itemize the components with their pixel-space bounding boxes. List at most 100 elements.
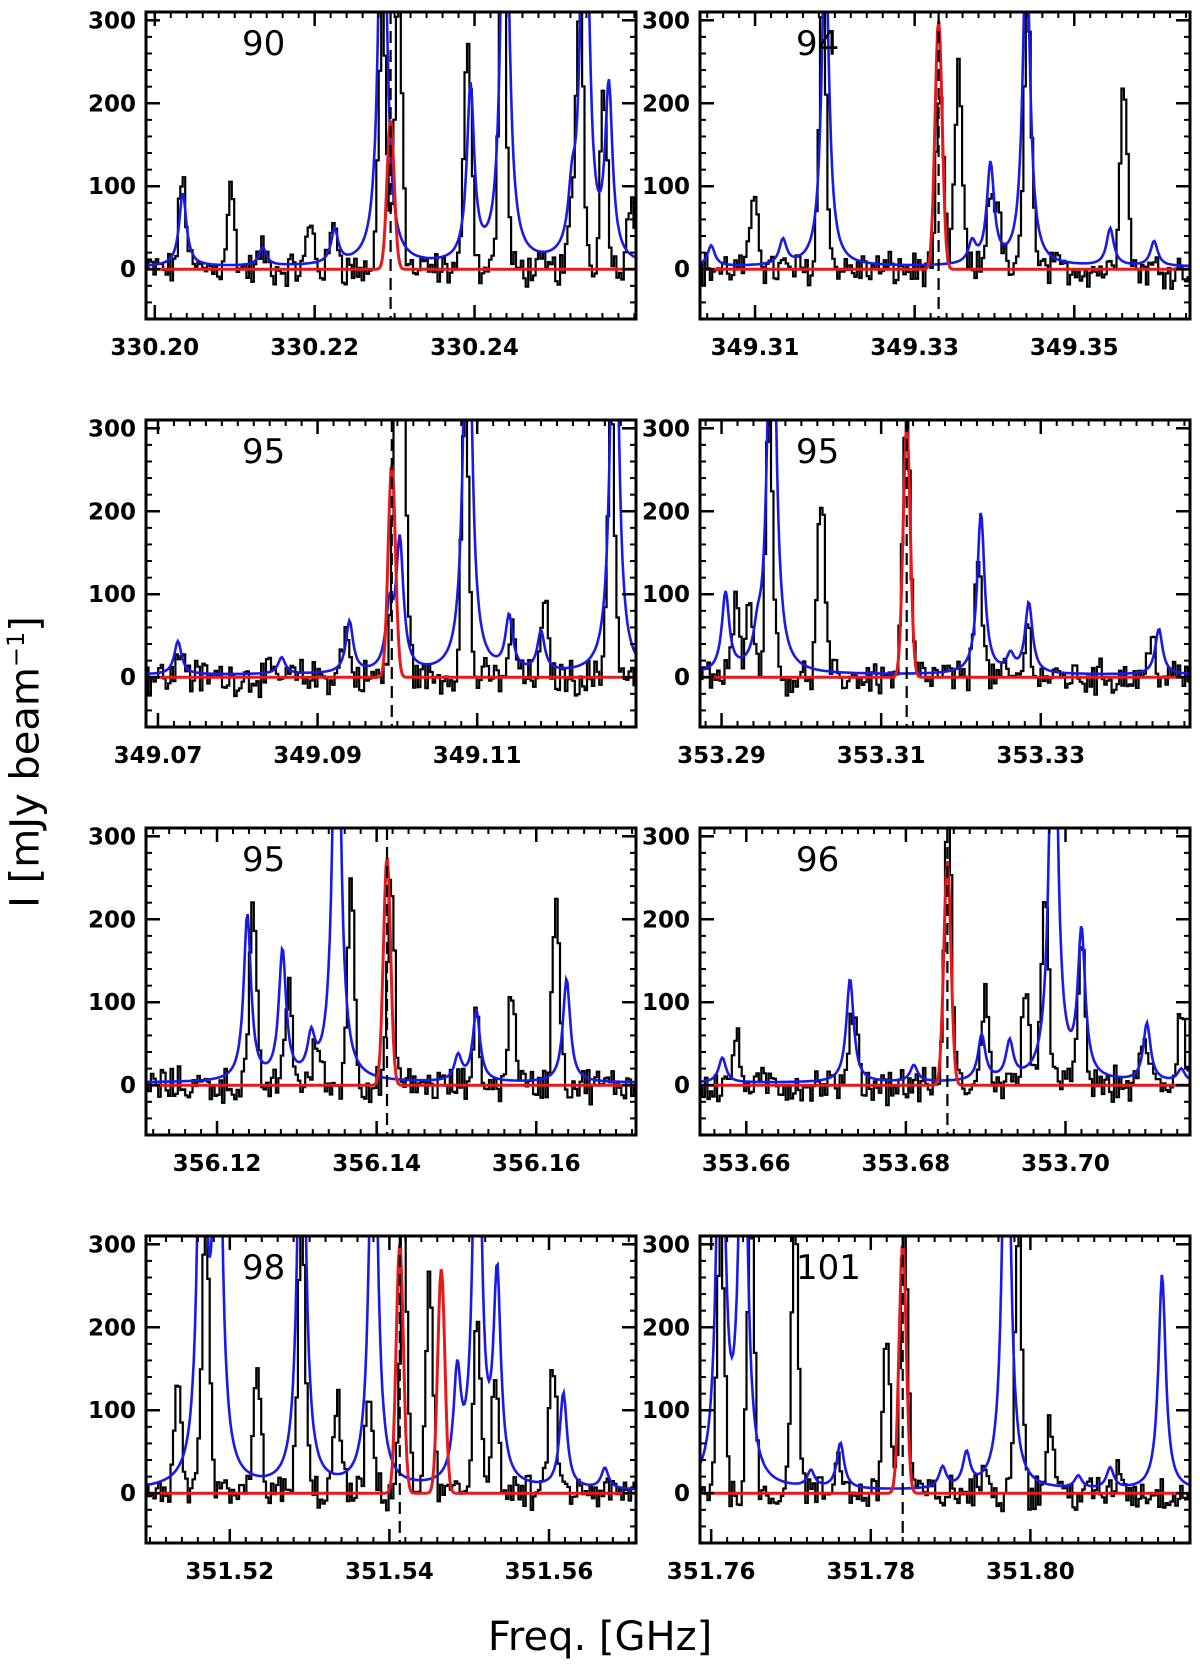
spectrum-panel-2: 0 100 200 300 349.31 349.33 349.35 94 (642, 8, 1192, 361)
spectrum-panel-3: 0 100 200 300 349.07 349.09 349.11 95 (88, 416, 638, 769)
x-tick-label: 349.31 (711, 335, 800, 361)
x-tick-label: 330.20 (110, 335, 199, 361)
plot-frame (144, 418, 638, 729)
y-tick-label: 300 (642, 1232, 690, 1258)
model-line-spectrum (700, 429, 1190, 679)
model-line-spectrum (700, 20, 1190, 271)
y-tick-label: 100 (642, 174, 690, 200)
panel-number: 96 (796, 840, 839, 880)
panel-number: 98 (242, 1248, 285, 1288)
model-total-spectrum (700, 1236, 1190, 1490)
x-tick-label: 351.76 (667, 1559, 756, 1585)
y-tick-label: 0 (120, 1481, 136, 1507)
y-tick-label: 200 (88, 499, 136, 525)
observed-spectrum (146, 1236, 636, 1512)
observed-spectrum (146, 877, 636, 1106)
y-tick-label: 0 (120, 665, 136, 691)
y-tick-label: 100 (88, 582, 136, 608)
y-tick-label: 0 (120, 1073, 136, 1099)
observed-spectrum (700, 1236, 1190, 1513)
x-tick-label: 349.07 (114, 743, 203, 769)
y-tick-label: 300 (642, 824, 690, 850)
y-tick-label: 300 (88, 1232, 136, 1258)
spectrum-panel-8: 0 100 200 300 351.76 351.78 351.80 101 (642, 1232, 1192, 1585)
y-tick-label: 200 (642, 91, 690, 117)
x-tick-label: 356.12 (173, 1151, 262, 1177)
x-tick-label: 351.80 (986, 1559, 1075, 1585)
spectrum-panel-5: 0 100 200 300 356.12 356.14 356.16 95 (88, 824, 638, 1177)
y-tick-label: 100 (88, 1398, 136, 1424)
plot-frame (144, 826, 638, 1137)
x-tick-label: 353.68 (862, 1151, 951, 1177)
model-total-spectrum (146, 1236, 636, 1491)
y-tick-label: 100 (642, 582, 690, 608)
y-tick-label: 200 (88, 1315, 136, 1341)
y-tick-label: 200 (88, 907, 136, 933)
y-tick-label: 300 (88, 824, 136, 850)
x-tick-label: 351.56 (505, 1559, 594, 1585)
model-total-spectrum (700, 12, 1190, 268)
y-tick-label: 0 (674, 1073, 690, 1099)
plot-frame (698, 1234, 1192, 1545)
y-tick-label: 300 (88, 416, 136, 442)
observed-spectrum (700, 828, 1190, 1107)
panel-number: 95 (242, 432, 285, 472)
plot-frame (144, 1234, 638, 1545)
y-tick-label: 0 (674, 257, 690, 283)
x-tick-label: 330.24 (430, 335, 519, 361)
y-tick-label: 100 (642, 1398, 690, 1424)
x-tick-label: 353.66 (702, 1151, 791, 1177)
x-tick-label: 353.33 (996, 743, 1085, 769)
y-tick-label: 200 (642, 499, 690, 525)
model-total-spectrum (146, 828, 636, 1084)
x-tick-label: 351.54 (345, 1559, 434, 1585)
observed-spectrum (146, 420, 636, 699)
panel-number: 101 (796, 1248, 861, 1288)
y-tick-label: 0 (674, 1481, 690, 1507)
y-tick-label: 200 (642, 1315, 690, 1341)
model-line-spectrum (146, 1244, 636, 1495)
x-tick-label: 349.35 (1030, 335, 1119, 361)
x-tick-label: 356.14 (332, 1151, 421, 1177)
y-tick-label: 100 (88, 174, 136, 200)
spectrum-panel-7: 0 100 200 300 351.52 351.54 351.56 98 (88, 1232, 638, 1585)
y-tick-label: 100 (642, 990, 690, 1016)
y-tick-label: 100 (88, 990, 136, 1016)
x-tick-label: 351.78 (826, 1559, 915, 1585)
x-tick-label: 349.09 (273, 743, 362, 769)
model-line-spectrum (700, 1244, 1190, 1495)
spectrum-panel-6: 0 100 200 300 353.66 353.68 353.70 96 (642, 824, 1192, 1177)
y-tick-label: 0 (120, 257, 136, 283)
spectrum-panel-1: 0 100 200 300 330.20 330.22 330.24 90 (88, 8, 638, 361)
y-tick-label: 300 (88, 8, 136, 34)
model-line-spectrum (146, 857, 636, 1087)
y-tick-label: 200 (88, 91, 136, 117)
y-tick-label: 0 (674, 665, 690, 691)
x-tick-label: 330.22 (270, 335, 359, 361)
model-total-spectrum (146, 12, 636, 267)
x-tick-label: 353.70 (1021, 1151, 1110, 1177)
model-line-spectrum (700, 861, 1190, 1087)
x-tick-label: 356.16 (492, 1151, 581, 1177)
model-line-spectrum (146, 120, 636, 271)
y-tick-label: 200 (642, 907, 690, 933)
x-tick-label: 351.52 (185, 1559, 274, 1585)
spectrum-panel-4: 0 100 200 300 353.29 353.31 353.33 95 (642, 416, 1192, 769)
y-tick-label: 300 (642, 8, 690, 34)
panel-number: 95 (796, 432, 839, 472)
observed-spectrum (700, 420, 1190, 697)
plot-frame (144, 10, 638, 321)
model-total-spectrum (700, 420, 1190, 676)
panel-number: 94 (796, 24, 839, 64)
y-tick-label: 300 (642, 416, 690, 442)
model-total-spectrum (700, 828, 1190, 1084)
x-tick-label: 349.11 (433, 743, 522, 769)
panel-number: 90 (242, 24, 285, 64)
x-tick-label: 353.31 (837, 743, 926, 769)
x-axis-label: Freq. [GHz] (487, 1614, 713, 1660)
plot-frame (698, 10, 1192, 321)
plot-frame (698, 826, 1192, 1137)
panel-number: 95 (242, 840, 285, 880)
x-tick-label: 353.29 (677, 743, 766, 769)
